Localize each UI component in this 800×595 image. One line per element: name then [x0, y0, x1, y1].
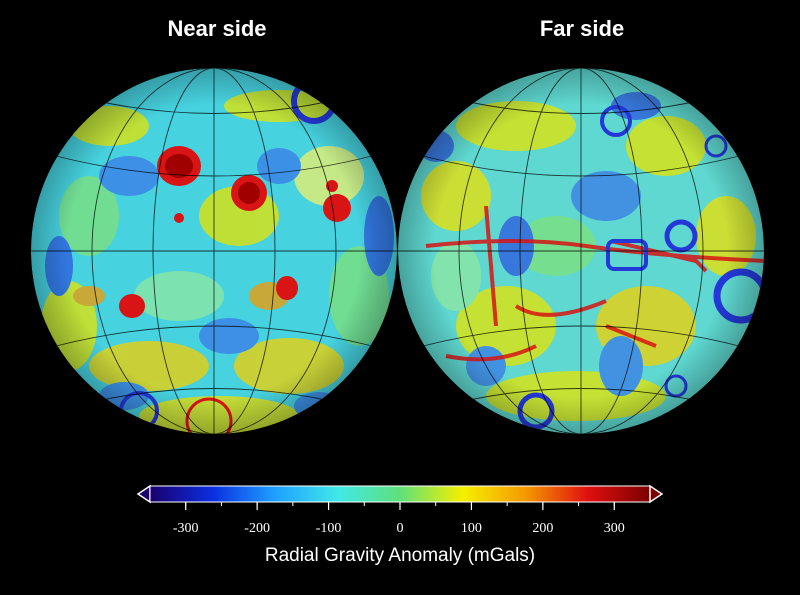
- far-side-title: Far side: [539, 16, 625, 41]
- colorbar-under-triangle: [136, 484, 151, 504]
- colorbar-tick-label: 100: [460, 521, 482, 536]
- colorbar: [136, 484, 664, 510]
- colorbar-tick-label: -100: [315, 521, 342, 536]
- colorbar-tick-label: -300: [172, 521, 199, 536]
- colorbar-tick-label: 300: [603, 521, 625, 536]
- colorbar-ramp: [149, 485, 651, 503]
- colorbar-axis-label: Radial Gravity Anomaly (mGals): [264, 545, 536, 566]
- colorbar-tick-label: 0: [396, 521, 404, 536]
- far-side-globe: [398, 68, 764, 434]
- near-side-globe: [31, 68, 397, 434]
- colorbar-tick-label: -200: [244, 521, 270, 536]
- colorbar-tick-label: 200: [532, 521, 554, 536]
- near-side-title: Near side: [167, 16, 267, 41]
- colorbar-over-triangle: [649, 484, 664, 504]
